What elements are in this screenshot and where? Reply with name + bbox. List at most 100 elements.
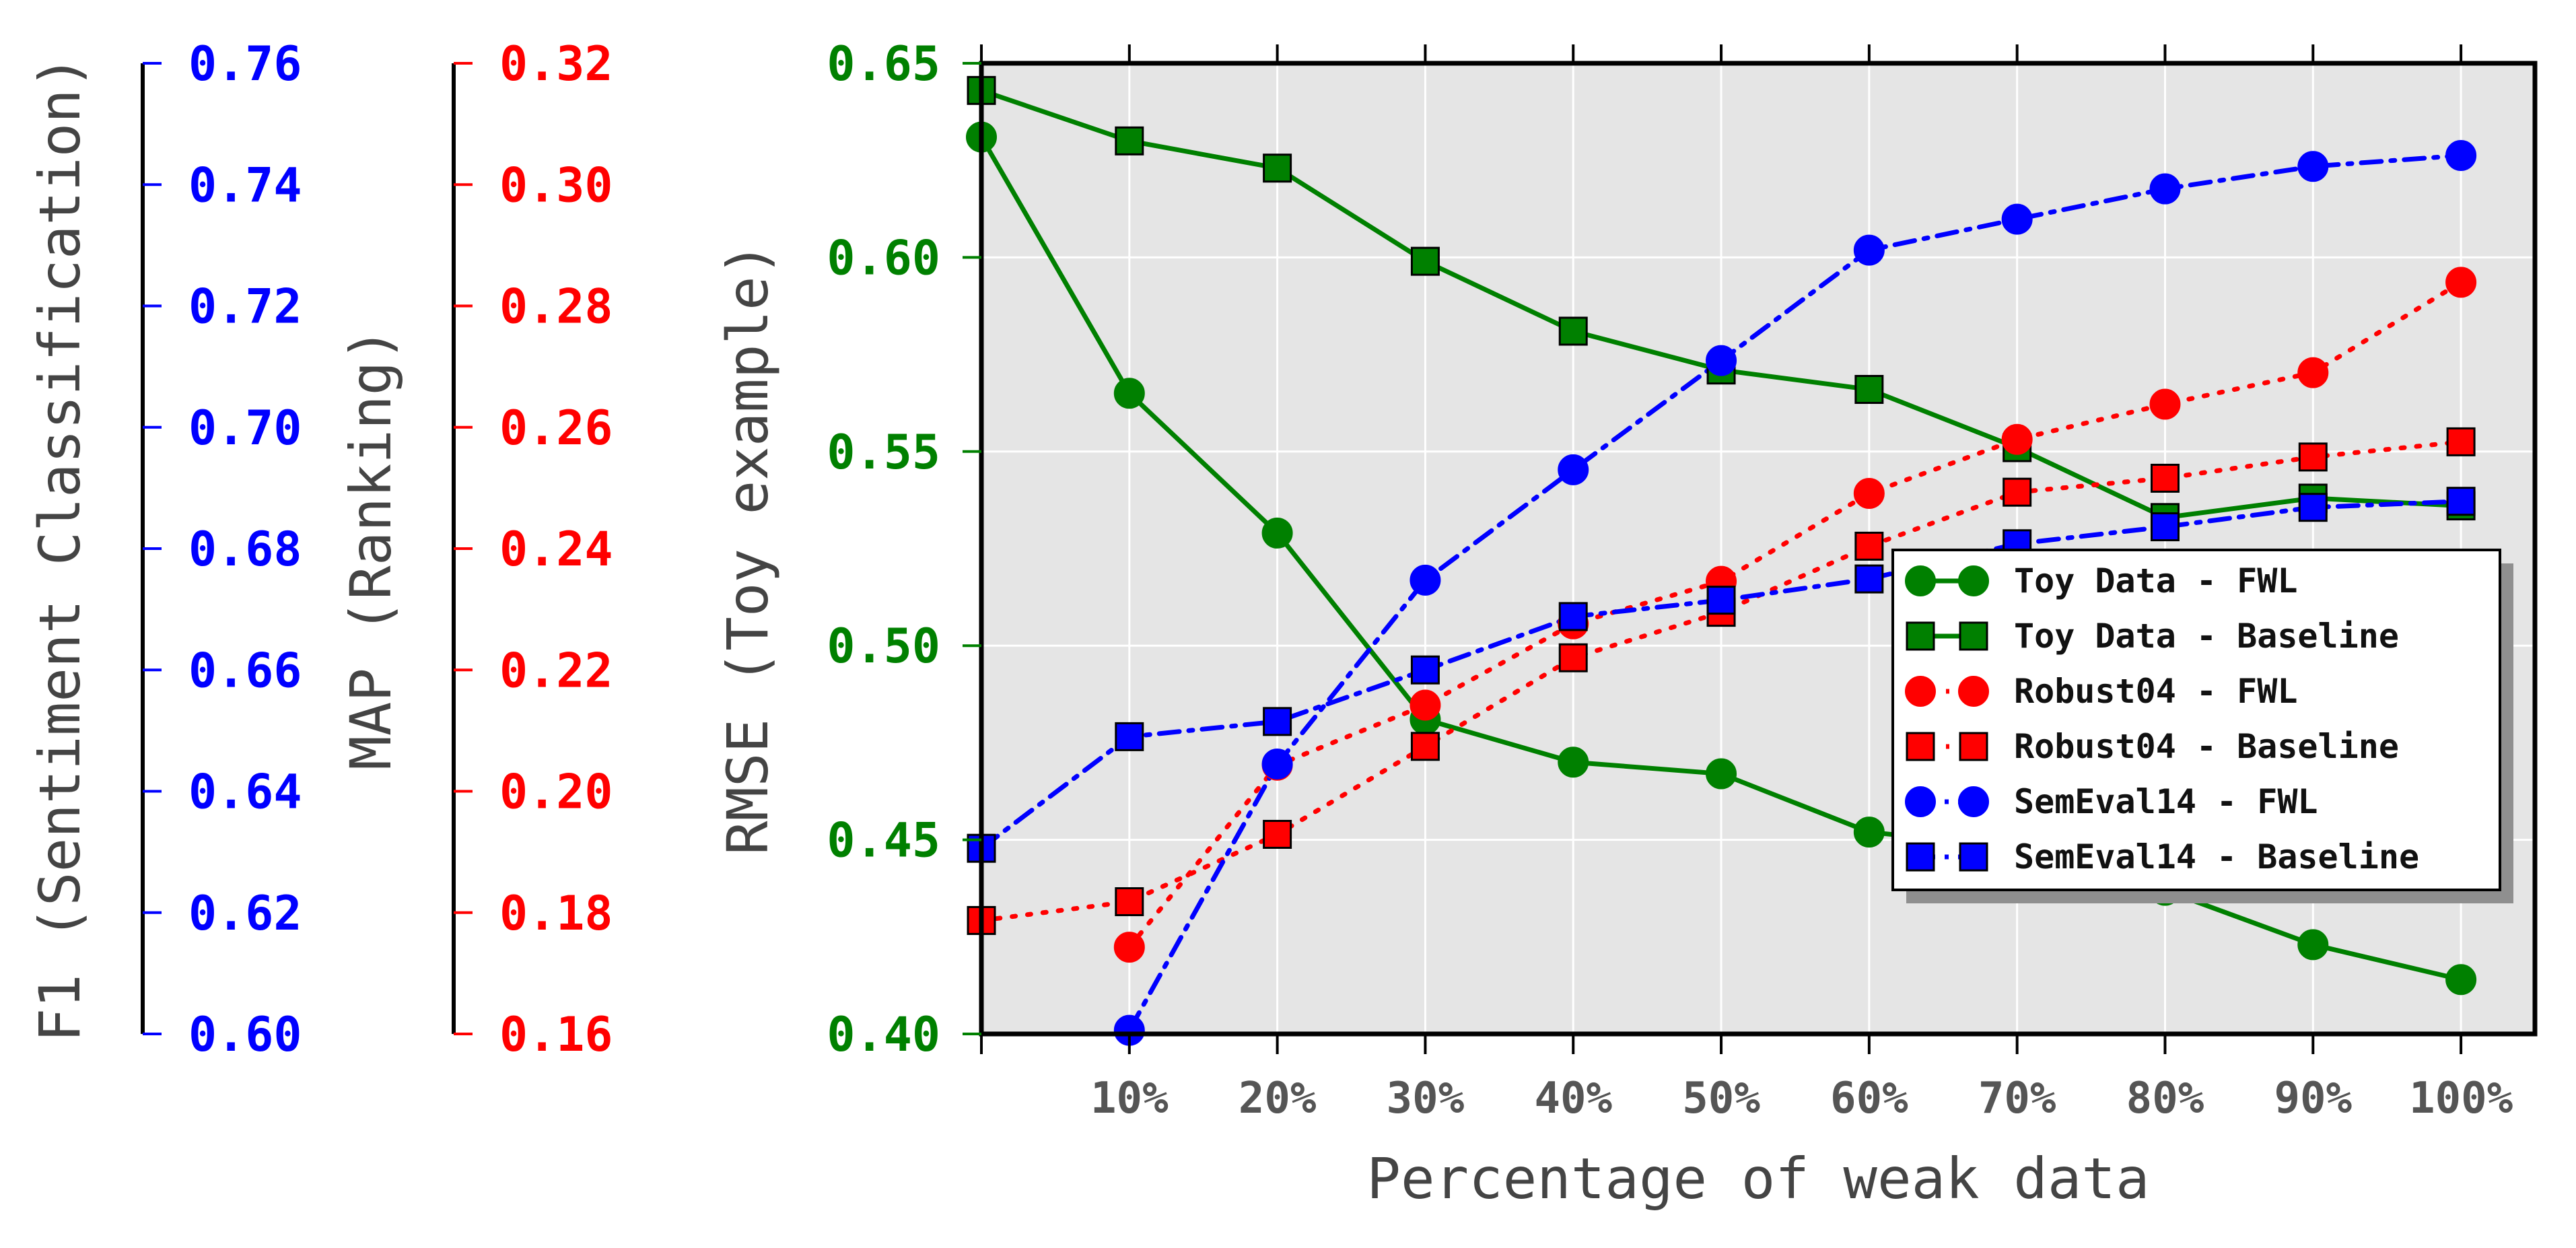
data-point: [2001, 203, 2033, 235]
x-tick-label: 40%: [1534, 1074, 1612, 1123]
legend-label: Toy Data - FWL: [2014, 561, 2297, 600]
data-point: [2150, 463, 2180, 493]
x-axis: 10% 20% 30% 40% 50% 60% 70% 80% 90% 100%: [980, 44, 2513, 1123]
data-point: [2297, 929, 2329, 961]
legend-marker: [1959, 621, 1988, 651]
map-tick-label: 0.18: [499, 886, 613, 941]
f1-tick-label: 0.60: [188, 1007, 302, 1062]
map-tick-label: 0.16: [499, 1007, 613, 1062]
data-point: [1115, 126, 1144, 155]
legend-marker: [1906, 732, 1935, 761]
rmse-tick-label: 0.55: [827, 425, 940, 480]
legend-marker: [1958, 786, 1989, 817]
data-point: [1113, 932, 1145, 963]
data-point: [2150, 512, 2180, 542]
data-point: [2003, 477, 2032, 507]
map-tick-label: 0.20: [499, 765, 613, 820]
data-point: [1854, 531, 1884, 561]
rmse-tick-label: 0.65: [827, 36, 940, 92]
x-tick-label: 30%: [1387, 1074, 1465, 1123]
f1-tick-label: 0.72: [188, 279, 302, 335]
data-point: [1854, 564, 1884, 594]
rmse-axis: 0.40 0.45 0.50 0.55 0.60 0.65: [827, 36, 981, 1062]
legend-marker: [1906, 842, 1935, 872]
data-point: [1706, 345, 1737, 376]
data-point: [1558, 454, 1589, 485]
data-point: [1854, 375, 1884, 405]
x-axis-title: Percentage of weak data: [1366, 1146, 2149, 1212]
legend-label: SemEval14 - FWL: [2014, 782, 2318, 821]
x-tick-label: 20%: [1239, 1074, 1317, 1123]
data-point: [1410, 246, 1440, 276]
data-point: [2298, 442, 2328, 472]
map-tick-label: 0.28: [499, 279, 613, 335]
legend-label: Robust04 - Baseline: [2014, 727, 2399, 766]
data-point: [1558, 602, 1588, 631]
f1-tick-label: 0.68: [188, 522, 302, 577]
data-point: [2297, 357, 2329, 388]
legend-marker: [1958, 676, 1989, 707]
data-point: [2445, 139, 2477, 171]
legend-marker: [1905, 786, 1936, 817]
rmse-tick-label: 0.45: [827, 813, 940, 868]
data-point: [1409, 689, 1441, 721]
series-line-3: [979, 439, 2464, 923]
legend-entries: Toy Data - FWL Toy Data - Baseline Robust0…: [1905, 561, 2419, 876]
data-point: [2149, 173, 2181, 205]
data-point: [1115, 722, 1144, 751]
rmse-tick-label: 0.60: [827, 230, 940, 285]
legend-label: SemEval14 - Baseline: [2014, 837, 2419, 876]
data-point: [2445, 267, 2477, 298]
data-point: [2445, 964, 2477, 996]
f1-tick-label: 0.62: [188, 886, 302, 941]
data-point: [2446, 487, 2476, 516]
rmse-tick-label: 0.40: [827, 1007, 940, 1062]
map-axis-title: MAP (Ranking): [338, 327, 404, 769]
data-point: [1261, 517, 1293, 549]
data-point: [1115, 887, 1144, 917]
rmse-axis-title: RMSE (Toy example): [715, 242, 781, 855]
data-point: [2001, 423, 2033, 455]
series-line-2: [1127, 279, 2464, 950]
data-point: [1558, 747, 1589, 778]
legend-label: Toy Data - Baseline: [2014, 617, 2399, 656]
data-point: [1263, 819, 1292, 849]
map-tick-label: 0.32: [499, 36, 613, 92]
legend-box: [1891, 549, 2501, 891]
rmse-tick-label: 0.50: [827, 619, 940, 674]
legend-label: Robust04 - FWL: [2014, 672, 2297, 711]
data-point: [2297, 151, 2329, 182]
data-point: [1706, 758, 1737, 790]
f1-axis: 0.60 0.62 0.64 0.66 0.68 0.70 0.72 0.74 0.76: [143, 36, 302, 1062]
data-point: [1409, 564, 1441, 596]
map-axis: 0.16 0.18 0.20 0.22 0.24 0.26 0.28 0.30 0.32: [454, 36, 613, 1062]
legend-marker: [1906, 621, 1935, 651]
x-tick-label: 50%: [1682, 1074, 1760, 1123]
x-tick-label: 60%: [1830, 1074, 1908, 1123]
f1-tick-label: 0.64: [188, 765, 302, 820]
map-tick-label: 0.22: [499, 643, 613, 698]
data-point: [2446, 427, 2476, 456]
data-point: [2298, 493, 2328, 522]
legend-marker: [1958, 565, 1989, 596]
data-point: [1853, 477, 1885, 509]
map-tick-label: 0.30: [499, 158, 613, 213]
data-point: [1706, 586, 1736, 615]
f1-tick-label: 0.76: [188, 36, 302, 92]
data-point: [1263, 707, 1292, 736]
x-tick-label: 80%: [2126, 1074, 2204, 1123]
f1-tick-label: 0.66: [188, 643, 302, 698]
map-tick-label: 0.24: [499, 522, 613, 577]
f1-tick-label: 0.70: [188, 401, 302, 456]
x-tick-label: 10%: [1090, 1074, 1169, 1123]
series-markers: [966, 75, 2477, 1046]
data-point: [2149, 388, 2181, 420]
f1-tick-label: 0.74: [188, 158, 302, 213]
x-tick-label: 90%: [2274, 1074, 2352, 1123]
legend-marker: [1905, 565, 1936, 596]
data-point: [1410, 732, 1440, 761]
legend-marker: [1905, 676, 1936, 707]
data-point: [1263, 153, 1292, 183]
data-point: [1853, 817, 1885, 848]
